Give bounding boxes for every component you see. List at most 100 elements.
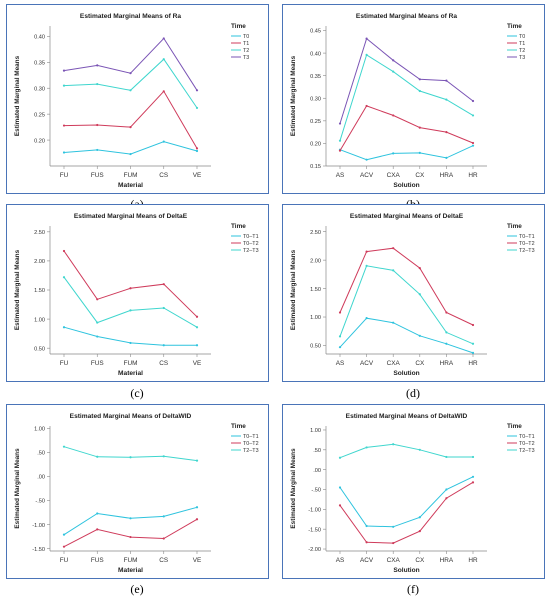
data-point <box>365 250 368 253</box>
y-tick-label: 1.00 <box>34 427 45 433</box>
data-point <box>162 537 165 540</box>
data-point <box>195 344 199 347</box>
data-point <box>471 481 475 484</box>
caption-c: (c) <box>130 386 144 400</box>
y-tick-label: .00 <box>37 475 45 481</box>
x-tick-label: HRA <box>440 360 454 367</box>
y-tick-label: 0.45 <box>310 29 321 35</box>
data-point <box>418 126 421 129</box>
y-tick-label: -.50 <box>35 499 45 505</box>
data-point <box>129 535 132 539</box>
y-axis-label: Estimated Marginal Means <box>14 249 21 330</box>
data-point <box>195 326 199 329</box>
chart-panel-b: Estimated Marginal Means of Ra 0.15 0.20 0.… <box>282 4 545 194</box>
data-point <box>338 456 342 459</box>
legend-label: T0–T1 <box>243 234 259 240</box>
series-line <box>339 105 474 151</box>
data-point <box>129 517 132 520</box>
legend-label: T2 <box>519 48 525 54</box>
x-tick-label: CXA <box>387 557 401 564</box>
data-point <box>162 515 165 518</box>
chart-d: Estimated Marginal Means of DeltaE 0.50 1.… <box>282 204 545 382</box>
data-point <box>338 139 342 142</box>
data-point <box>338 149 342 152</box>
caption-e: (e) <box>130 582 144 596</box>
data-point <box>129 287 132 290</box>
legend-title: Time <box>231 423 246 430</box>
data-point <box>195 106 199 110</box>
data-point <box>62 326 66 329</box>
x-tick-label: FU <box>60 360 69 367</box>
legend-label: T0–T1 <box>519 234 535 240</box>
data-point <box>471 475 475 478</box>
data-point <box>62 84 66 87</box>
series-line <box>339 37 474 124</box>
x-tick-label: CXA <box>387 172 401 179</box>
data-point <box>471 99 475 103</box>
chart-title: Estimated Marginal Means of DeltaE <box>74 213 188 220</box>
y-tick-label: 0.40 <box>310 51 321 57</box>
chart-panel-e: Estimated Marginal Means of DeltaWID -1.5… <box>6 404 269 579</box>
data-point <box>162 344 165 347</box>
y-tick-label: -2.00 <box>308 547 321 553</box>
legend-label: T0–T2 <box>519 241 535 247</box>
data-point <box>471 342 475 345</box>
series-line <box>339 476 474 528</box>
chart-frame <box>282 404 545 579</box>
x-tick-label: HRA <box>440 557 454 564</box>
data-point <box>392 541 395 545</box>
x-tick-label: ACV <box>360 172 374 179</box>
data-point <box>445 79 448 82</box>
x-axis-label: Solution <box>393 567 419 574</box>
y-tick-label: 0.25 <box>310 119 321 125</box>
data-point <box>96 298 99 301</box>
chart-panel-d: Estimated Marginal Means of DeltaE 0.50 1.… <box>282 204 545 382</box>
x-tick-label: AS <box>336 172 345 179</box>
y-tick-label: .50 <box>37 451 45 457</box>
data-point <box>96 64 99 67</box>
legend-label: T2–T3 <box>243 448 259 454</box>
y-tick-label: 0.30 <box>310 96 321 102</box>
legend-title: Time <box>507 423 522 430</box>
legend-label: T1 <box>243 41 249 47</box>
data-point <box>96 335 99 338</box>
data-point <box>392 247 395 250</box>
chart-frame <box>6 404 269 579</box>
chart-frame <box>6 204 269 382</box>
data-point <box>162 90 165 93</box>
chart-b: Estimated Marginal Means of Ra 0.15 0.20 0.… <box>282 4 545 194</box>
y-tick-label: 2.50 <box>310 230 321 236</box>
x-tick-label: HR <box>468 172 478 179</box>
data-point <box>129 72 132 75</box>
data-point <box>96 148 99 152</box>
data-point <box>365 264 368 267</box>
data-point <box>129 89 132 92</box>
data-point <box>62 249 66 253</box>
data-point <box>96 123 99 127</box>
y-tick-label: .50 <box>313 448 321 454</box>
data-point <box>365 104 368 108</box>
data-point <box>365 524 368 528</box>
x-tick-label: CS <box>159 360 168 367</box>
y-tick-label: -.50 <box>311 488 321 494</box>
data-point <box>418 530 421 533</box>
data-point <box>62 124 66 127</box>
x-tick-label: VE <box>193 172 202 179</box>
y-tick-label: 0.25 <box>34 112 45 118</box>
data-point <box>471 323 475 327</box>
data-point <box>195 149 199 153</box>
data-point <box>62 276 66 279</box>
legend-label: T2–T3 <box>519 248 535 254</box>
x-tick-label: ACV <box>360 360 374 367</box>
chart-frame <box>6 4 269 194</box>
y-tick-label: 2.50 <box>34 230 45 236</box>
x-tick-label: ACV <box>360 557 374 564</box>
chart-frame <box>282 4 545 194</box>
x-tick-label: CS <box>159 557 168 564</box>
legend-label: T3 <box>243 55 249 61</box>
chart-title: Estimated Marginal Means of DeltaWID <box>346 413 468 420</box>
y-tick-label: 1.00 <box>310 428 321 434</box>
data-point <box>365 446 368 449</box>
y-tick-label: 1.00 <box>34 317 45 323</box>
x-tick-label: VE <box>193 557 202 564</box>
